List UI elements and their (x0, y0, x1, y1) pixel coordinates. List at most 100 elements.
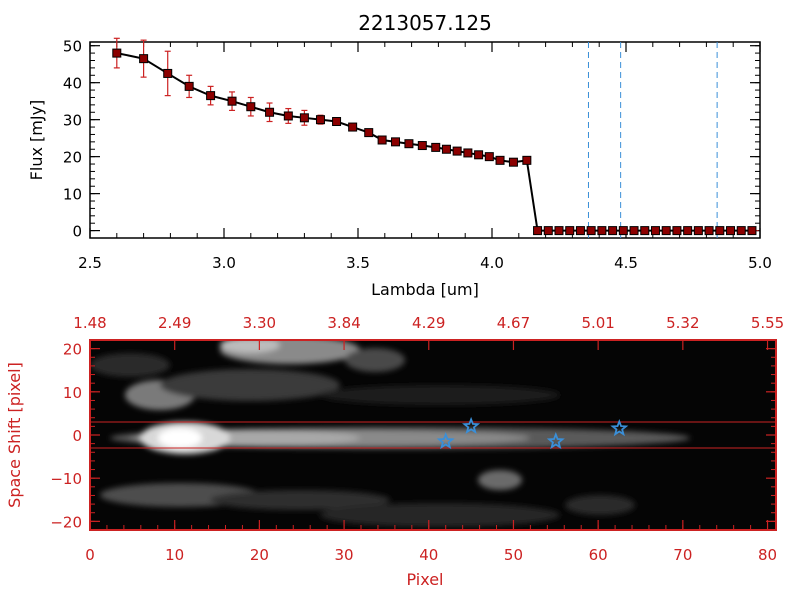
data-point (246, 102, 256, 112)
x-tick-label: 4.5 (614, 254, 638, 272)
data-point (704, 226, 714, 236)
top-wavelength-label: 4.29 (412, 314, 445, 332)
x-tick-label: 20 (250, 546, 269, 564)
data-point (715, 226, 725, 236)
top-wavelength-label: 5.01 (581, 314, 614, 332)
data-point (474, 150, 484, 160)
data-point (484, 152, 494, 162)
data-point (575, 226, 585, 236)
spectrum-vertical-markers (587, 42, 718, 238)
x-tick-label: 5.0 (748, 254, 772, 272)
image-axis-ticks (89, 340, 776, 530)
x-tick-label: 3.0 (212, 254, 236, 272)
data-point (452, 146, 462, 156)
data-point (206, 91, 216, 101)
top-wavelength-label: 3.84 (327, 314, 360, 332)
spectrum-plot-frame (89, 41, 761, 239)
x-tick-label: 0 (85, 546, 95, 564)
top-wavelength-label: 2.49 (158, 314, 191, 332)
data-point (543, 226, 553, 236)
spectrum-panel: 2213057.125 2.5 3.0 3.5 4.0 4.5 5.0 0 10 20 30 40… (27, 11, 772, 299)
flux-series-line (116, 52, 752, 232)
data-point (377, 135, 387, 145)
image-y-axis-label: Space Shift [pixel] (5, 362, 24, 508)
y-tick-label: 50 (63, 38, 82, 56)
data-point (608, 226, 618, 236)
data-point (747, 226, 757, 236)
data-point (332, 117, 342, 127)
data-point (618, 226, 628, 236)
source-star-icon (546, 431, 565, 450)
spectrum-axis-ticks (89, 42, 761, 238)
data-point (522, 155, 532, 165)
data-point (404, 139, 414, 149)
data-point (441, 144, 451, 154)
y-tick-label: 30 (63, 112, 82, 130)
spectrum-y-axis-label: Flux [mJy] (27, 100, 46, 181)
data-point (315, 115, 325, 125)
spectrum-x-axis-label: Lambda [um] (371, 280, 479, 299)
data-point (299, 113, 309, 123)
x-tick-label: 10 (165, 546, 184, 564)
y-tick-label: 0 (72, 223, 82, 241)
error-bars (113, 37, 530, 165)
image-panel: 0 10 20 30 40 50 60 70 80 −20 −10 0 10 20 1.48 2.49 3.… (5, 314, 784, 589)
y-tick-label: −10 (50, 470, 82, 488)
data-point (650, 226, 660, 236)
data-point (431, 142, 441, 152)
image-y-tick-labels: −20 −10 0 10 20 (50, 341, 82, 532)
data-point (508, 157, 518, 167)
x-tick-label: 60 (589, 546, 608, 564)
y-tick-label: 20 (63, 149, 82, 167)
x-tick-label: 3.5 (346, 254, 370, 272)
image-top-wavelength-labels: 1.48 2.49 3.30 3.84 4.29 4.67 5.01 5.32 5.55 (73, 314, 784, 332)
data-point (586, 226, 596, 236)
y-tick-label: 10 (63, 384, 82, 402)
x-tick-label: 40 (419, 546, 438, 564)
data-point (283, 111, 293, 121)
data-point (736, 226, 746, 236)
source-star-icon (436, 431, 455, 450)
data-point (693, 226, 703, 236)
top-wavelength-label: 5.55 (751, 314, 784, 332)
data-point (683, 226, 693, 236)
spectral-image (90, 340, 776, 530)
spectrum-y-tick-labels: 0 10 20 30 40 50 (63, 38, 82, 241)
data-point (726, 226, 736, 236)
image-x-tick-labels: 0 10 20 30 40 50 60 70 80 (85, 546, 777, 564)
data-point (184, 81, 194, 91)
data-point (417, 141, 427, 151)
data-point (640, 226, 650, 236)
data-point (139, 54, 149, 64)
top-wavelength-label: 3.30 (243, 314, 276, 332)
chart-title: 2213057.125 (358, 11, 492, 35)
data-point (554, 226, 564, 236)
x-tick-label: 4.0 (480, 254, 504, 272)
data-point (672, 226, 682, 236)
flux-markers (112, 48, 757, 236)
data-point (348, 122, 358, 132)
top-wavelength-label: 4.67 (497, 314, 530, 332)
data-point (597, 226, 607, 236)
data-point (495, 155, 505, 165)
data-point (163, 68, 173, 78)
source-star-icon (462, 416, 481, 435)
y-tick-label: 40 (63, 75, 82, 93)
data-point (112, 48, 122, 58)
y-tick-label: −20 (50, 513, 82, 531)
x-tick-label: 70 (673, 546, 692, 564)
y-tick-label: 0 (72, 427, 82, 445)
data-point (533, 226, 543, 236)
top-wavelength-label: 5.32 (666, 314, 699, 332)
y-tick-label: 20 (63, 341, 82, 359)
data-point (661, 226, 671, 236)
x-tick-label: 50 (504, 546, 523, 564)
source-star-icon (610, 419, 629, 437)
source-markers (436, 416, 629, 450)
data-point (565, 226, 575, 236)
data-point (391, 137, 401, 147)
x-tick-label: 30 (335, 546, 354, 564)
top-wavelength-label: 1.48 (73, 314, 106, 332)
image-blobs (90, 340, 690, 527)
